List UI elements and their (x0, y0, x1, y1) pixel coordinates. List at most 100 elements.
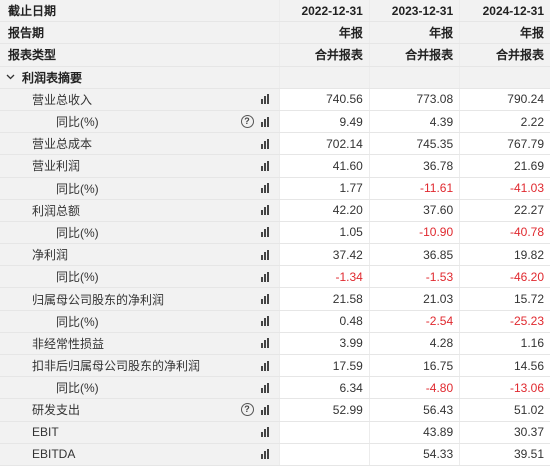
metric-label: EBITDA (0, 443, 279, 466)
bar-chart-icon[interactable] (260, 294, 269, 305)
metric-label-text: EBIT (32, 425, 59, 440)
bar-chart-icon[interactable] (260, 316, 269, 327)
metric-value: 4.39 (368, 110, 460, 134)
metric-label-wrap: 归属母公司股东的净利润 (0, 289, 279, 310)
metric-label-wrap: 同比(%) (0, 222, 279, 243)
header-label: 截止日期 (0, 0, 279, 23)
bar-chart-icon[interactable] (260, 183, 269, 194)
metric-value: 773.08 (368, 88, 460, 111)
table-row: 扣非后归属母公司股东的净利润 17.59 16.75 14.56 (0, 354, 550, 378)
metric-value: 22.27 (459, 199, 550, 222)
section-label-text: 利润表摘要 (22, 70, 83, 85)
table-row: 同比(%) 0.48 -2.54 -25.23 (0, 310, 550, 333)
metric-label-text: 营业总成本 (32, 137, 93, 152)
metric-label: 同比(%) (0, 221, 279, 245)
chevron-down-icon[interactable] (6, 72, 16, 83)
metric-value: -40.78 (459, 221, 550, 245)
metric-value: 36.78 (368, 154, 460, 178)
metric-value: 52.99 (278, 398, 370, 422)
metric-label-text: 净利润 (32, 248, 69, 263)
header-value: 合并报表 (459, 43, 550, 67)
section-empty-cell (459, 66, 550, 89)
section-label[interactable]: 利润表摘要 (0, 66, 279, 89)
help-circle-icon[interactable]: ? (240, 403, 254, 417)
metric-label-text: 同比(%) (56, 225, 99, 240)
metric-value: 790.24 (459, 88, 550, 111)
table-row: 研发支出? 52.99 56.43 51.02 (0, 398, 550, 422)
bar-chart-icon[interactable] (260, 227, 269, 238)
metric-value: 56.43 (368, 398, 460, 422)
metric-value: 51.02 (459, 398, 550, 422)
header-label: 报表类型 (0, 43, 279, 67)
table-row: 净利润 37.42 36.85 19.82 (0, 243, 550, 267)
metric-label: 同比(%) (0, 265, 279, 289)
metric-value: 19.82 (459, 243, 550, 267)
section-row-profit-summary[interactable]: 利润表摘要 (0, 66, 550, 89)
bar-chart-icon[interactable] (260, 382, 269, 393)
metric-value: -1.34 (278, 265, 370, 289)
header-label-wrap: 截止日期 (0, 0, 279, 21)
header-label-text: 报告期 (8, 26, 45, 41)
bar-chart-icon[interactable] (260, 160, 269, 171)
metric-label: 同比(%) (0, 310, 279, 333)
metric-label: 营业利润 (0, 154, 279, 178)
metric-value: 702.14 (278, 132, 370, 156)
metric-value: -11.61 (368, 177, 460, 200)
metric-label-text: 营业总收入 (32, 92, 93, 107)
metric-value: 16.75 (368, 354, 460, 378)
bar-chart-icon[interactable] (260, 338, 269, 349)
metric-value: 41.60 (278, 154, 370, 178)
metric-value: 1.16 (459, 332, 550, 356)
metric-value: -4.80 (368, 376, 460, 400)
bar-chart-icon[interactable] (260, 271, 269, 282)
metric-value: 14.56 (459, 354, 550, 378)
bar-chart-icon[interactable] (260, 427, 269, 438)
metric-label: 营业总收入 (0, 88, 279, 111)
bar-chart-icon[interactable] (260, 116, 269, 127)
bar-chart-icon[interactable] (260, 404, 269, 415)
table-row: 同比(%) 1.05 -10.90 -40.78 (0, 221, 550, 245)
metric-value: 30.37 (459, 421, 550, 444)
header-value: 年报 (368, 21, 460, 45)
bar-chart-icon[interactable] (260, 360, 269, 371)
table-row: 非经常性损益 3.99 4.28 1.16 (0, 332, 550, 356)
metric-value (278, 421, 370, 444)
header-value: 2022-12-31 (278, 0, 370, 23)
metric-label-wrap: 营业利润 (0, 155, 279, 176)
metric-value: -13.06 (459, 376, 550, 400)
bar-chart-icon[interactable] (260, 205, 269, 216)
section-empty-cell (368, 66, 460, 89)
metric-value: 37.60 (368, 199, 460, 222)
metric-label-wrap: 同比(%) (0, 311, 279, 332)
metric-label: 同比(%)? (0, 110, 279, 134)
metric-value: 2.22 (459, 110, 550, 134)
metric-value: 1.77 (278, 177, 370, 200)
table-row: 营业总收入 740.56 773.08 790.24 (0, 88, 550, 111)
metric-label-text: 利润总额 (32, 203, 81, 218)
header-value: 合并报表 (368, 43, 460, 67)
section-empty-cell (278, 66, 370, 89)
metric-value: 37.42 (278, 243, 370, 267)
metric-label-text: 同比(%) (56, 314, 99, 329)
bar-chart-icon[interactable] (260, 249, 269, 260)
metric-label-wrap: 利润总额 (0, 200, 279, 221)
metric-value: 43.89 (368, 421, 460, 444)
bar-chart-icon[interactable] (260, 94, 269, 105)
metric-label-wrap: 净利润 (0, 244, 279, 265)
metric-label-text: EBITDA (32, 447, 76, 462)
bar-chart-icon[interactable] (260, 449, 269, 460)
metric-label-wrap: 营业总收入 (0, 89, 279, 110)
metric-value: -10.90 (368, 221, 460, 245)
metric-label-wrap: 研发支出? (0, 399, 279, 420)
metric-value: 1.05 (278, 221, 370, 245)
table-row: 利润总额 42.20 37.60 22.27 (0, 199, 550, 222)
bar-chart-icon[interactable] (260, 138, 269, 149)
metric-label-wrap: EBITDA (0, 444, 279, 465)
metric-label: 营业总成本 (0, 132, 279, 156)
metric-label-wrap: 非经常性损益 (0, 333, 279, 354)
metric-label-text: 同比(%) (56, 270, 99, 285)
metric-label-wrap: 扣非后归属母公司股东的净利润 (0, 355, 279, 376)
help-circle-icon[interactable]: ? (240, 115, 254, 129)
metric-value: -2.54 (368, 310, 460, 333)
header-row: 截止日期 2022-12-31 2023-12-31 2024-12-31 (0, 0, 550, 23)
